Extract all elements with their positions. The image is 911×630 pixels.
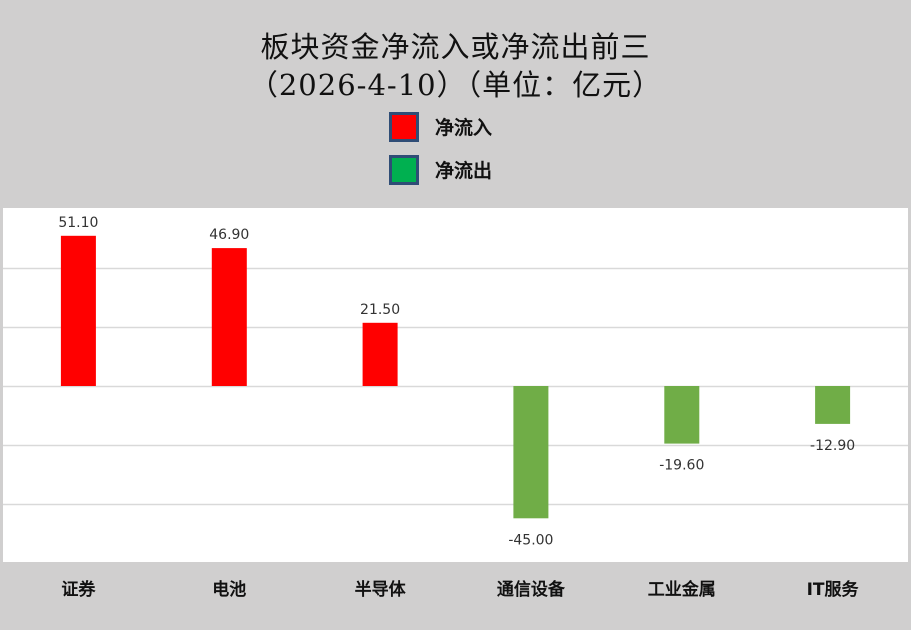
bar-IT服务: [815, 386, 851, 424]
bar-证券: [60, 235, 96, 386]
chart-title: 板块资金净流入或净流出前三: [260, 30, 651, 64]
data-label: -19.60: [659, 458, 704, 474]
category-label: 证券: [61, 580, 96, 600]
data-label: -12.90: [810, 438, 855, 454]
legend-swatch-outflow: [389, 155, 419, 185]
data-label: 46.90: [209, 227, 249, 243]
plot-area: 51.10 46.90 21.50 -45.00 -19.60 -12.90: [3, 208, 908, 562]
bar-chart-svg: 51.10 46.90 21.50 -45.00 -19.60 -12.90: [3, 215, 908, 548]
category-label: IT服务: [806, 580, 859, 600]
data-label: -45.00: [508, 532, 553, 548]
bar-通信设备: [513, 386, 549, 519]
bar-工业金属: [664, 386, 700, 444]
category-label: 半导体: [354, 580, 406, 600]
data-label: 51.10: [58, 215, 98, 231]
legend-swatch-inflow: [389, 112, 419, 142]
legend-label-inflow: 净流入: [435, 117, 493, 139]
chart-subtitle: （2026-4-10）（单位：亿元）: [248, 68, 663, 102]
bar-电池: [211, 248, 247, 386]
category-label: 工业金属: [647, 580, 716, 600]
category-label: 通信设备: [496, 580, 565, 600]
bar-半导体: [362, 322, 398, 386]
category-label: 电池: [212, 580, 247, 600]
legend-label-outflow: 净流出: [435, 160, 493, 182]
data-label: 21.50: [360, 302, 400, 318]
